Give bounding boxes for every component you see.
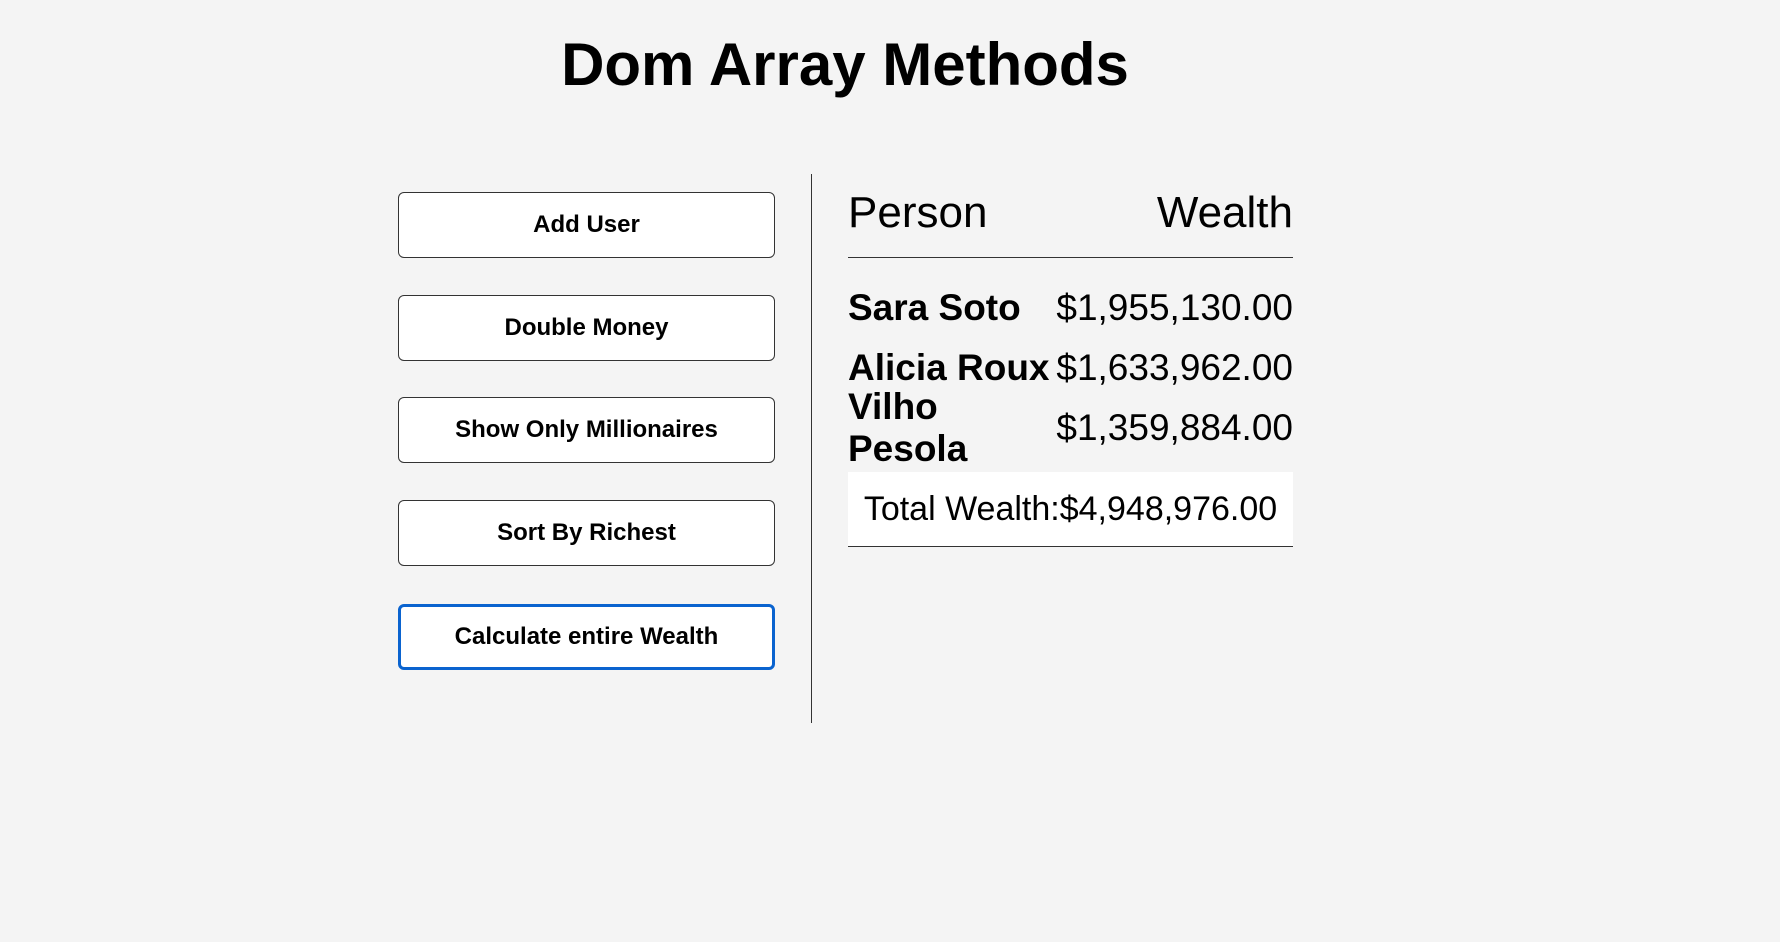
person-name: Sara Soto	[848, 287, 1021, 328]
person-wealth: $1,633,962.00	[1056, 347, 1293, 388]
table-header: Person Wealth	[848, 180, 1293, 258]
total-value: $4,948,976.00	[1059, 489, 1278, 528]
total-label: Total Wealth:	[863, 489, 1060, 528]
person-wealth: $1,359,884.00	[1056, 407, 1293, 448]
add-user-button[interactable]: Add User	[398, 192, 775, 258]
divider	[811, 174, 812, 723]
double-money-button[interactable]: Double Money	[398, 295, 775, 361]
header-person: Person	[848, 188, 988, 237]
page-title: Dom Array Methods	[561, 31, 1129, 98]
calculate-wealth-button[interactable]: Calculate entire Wealth	[398, 604, 775, 670]
table-row: Sara Soto $1,955,130.00	[848, 278, 1293, 338]
person-name: Vilho Pesola	[848, 386, 968, 469]
table-row: Alicia Roux $1,633,962.00	[848, 338, 1293, 398]
sort-richest-button[interactable]: Sort By Richest	[398, 500, 775, 566]
header-wealth: Wealth	[1156, 188, 1293, 237]
person-name: Alicia Roux	[848, 347, 1050, 388]
show-millionaires-button[interactable]: Show Only Millionaires	[398, 397, 775, 463]
total-wealth: Total Wealth: $4,948,976.00	[848, 472, 1293, 547]
wealth-table: Person Wealth Sara Soto $1,955,130.00 Al…	[848, 180, 1293, 547]
table-row: Vilho Pesola $1,359,884.00	[848, 386, 1293, 469]
person-wealth: $1,955,130.00	[1056, 287, 1293, 328]
